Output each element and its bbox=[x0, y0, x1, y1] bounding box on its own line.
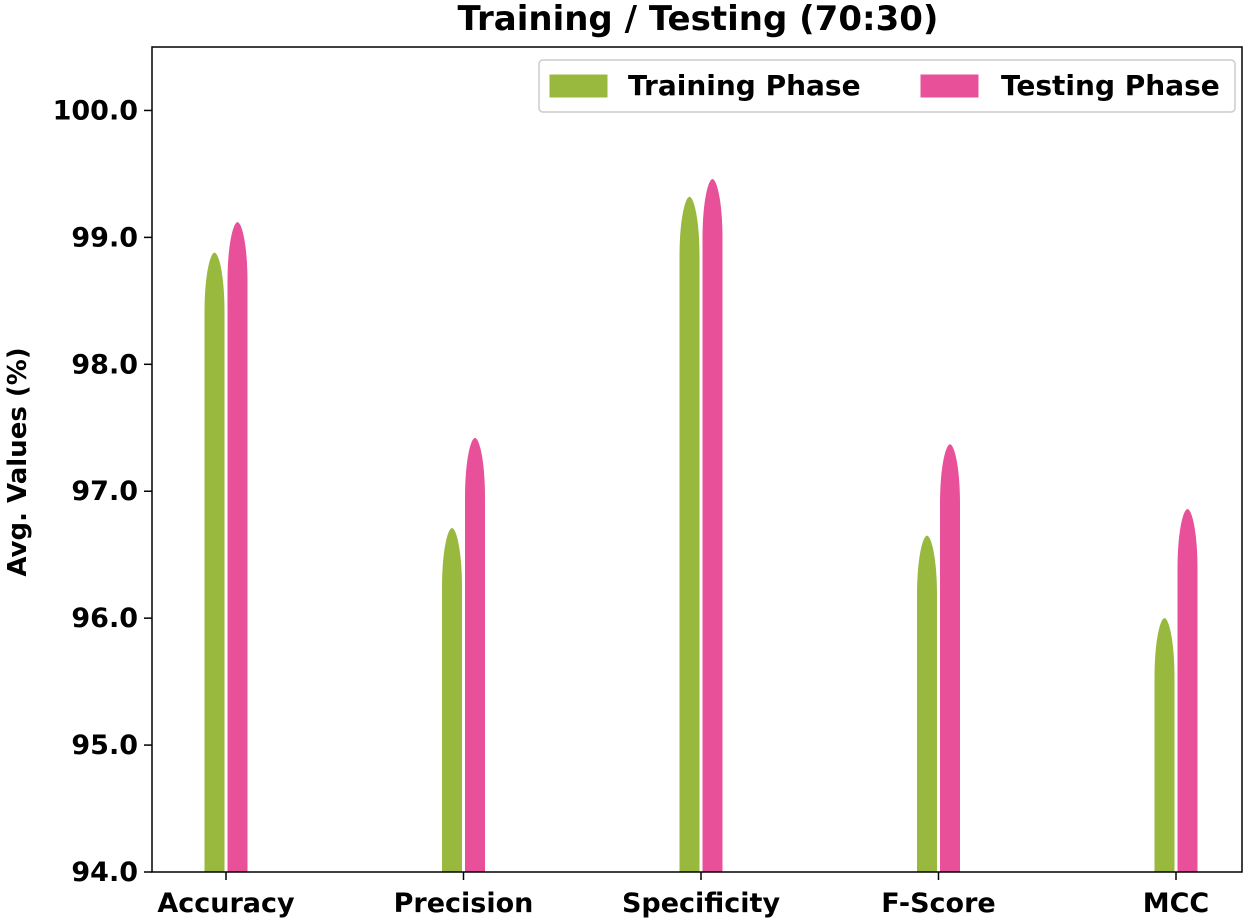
legend-frame bbox=[538, 59, 1236, 113]
bar-testing-mcc bbox=[1177, 509, 1198, 872]
bars-group bbox=[204, 179, 1198, 873]
y-tick-label: 100.0 bbox=[53, 95, 138, 126]
y-tick-label: 95.0 bbox=[71, 730, 138, 761]
legend-swatch-testing bbox=[920, 74, 979, 98]
x-axis: Accuracy Precision Specificity F-Score MCC bbox=[157, 872, 1209, 919]
y-axis: 94.0 95.0 96.0 97.0 98.0 99.0 100.0 bbox=[53, 95, 152, 888]
legend-swatch-training bbox=[549, 74, 608, 98]
chart-title: Training / Testing (70:30) bbox=[458, 0, 939, 39]
x-tick-label: Accuracy bbox=[157, 888, 295, 919]
legend: Training Phase Testing Phase bbox=[538, 59, 1236, 113]
x-tick-label: Precision bbox=[394, 888, 534, 919]
bar-testing-accuracy bbox=[227, 222, 248, 873]
x-tick-label: Specificity bbox=[622, 888, 781, 919]
bar-training-accuracy bbox=[204, 252, 225, 873]
y-tick-label: 94.0 bbox=[71, 857, 138, 888]
y-tick-label: 97.0 bbox=[71, 476, 138, 507]
legend-label-training: Training Phase bbox=[628, 69, 861, 102]
y-axis-label: Avg. Values (%) bbox=[3, 347, 33, 576]
bar-training-precision bbox=[442, 528, 462, 872]
y-tick-label: 96.0 bbox=[71, 603, 138, 634]
bar-testing-precision bbox=[465, 437, 485, 872]
bar-training-f-score bbox=[917, 535, 937, 872]
bar-testing-specificity bbox=[702, 179, 723, 872]
bar-training-mcc bbox=[1154, 618, 1175, 872]
x-tick-label: F-Score bbox=[881, 888, 995, 919]
legend-label-testing: Testing Phase bbox=[1001, 69, 1220, 102]
bar-training-specificity bbox=[679, 196, 700, 872]
y-tick-label: 98.0 bbox=[71, 349, 138, 380]
x-tick-label: MCC bbox=[1143, 888, 1210, 919]
y-tick-label: 99.0 bbox=[71, 222, 138, 253]
plot-frame bbox=[151, 46, 1243, 873]
bar-testing-f-score bbox=[940, 444, 960, 872]
